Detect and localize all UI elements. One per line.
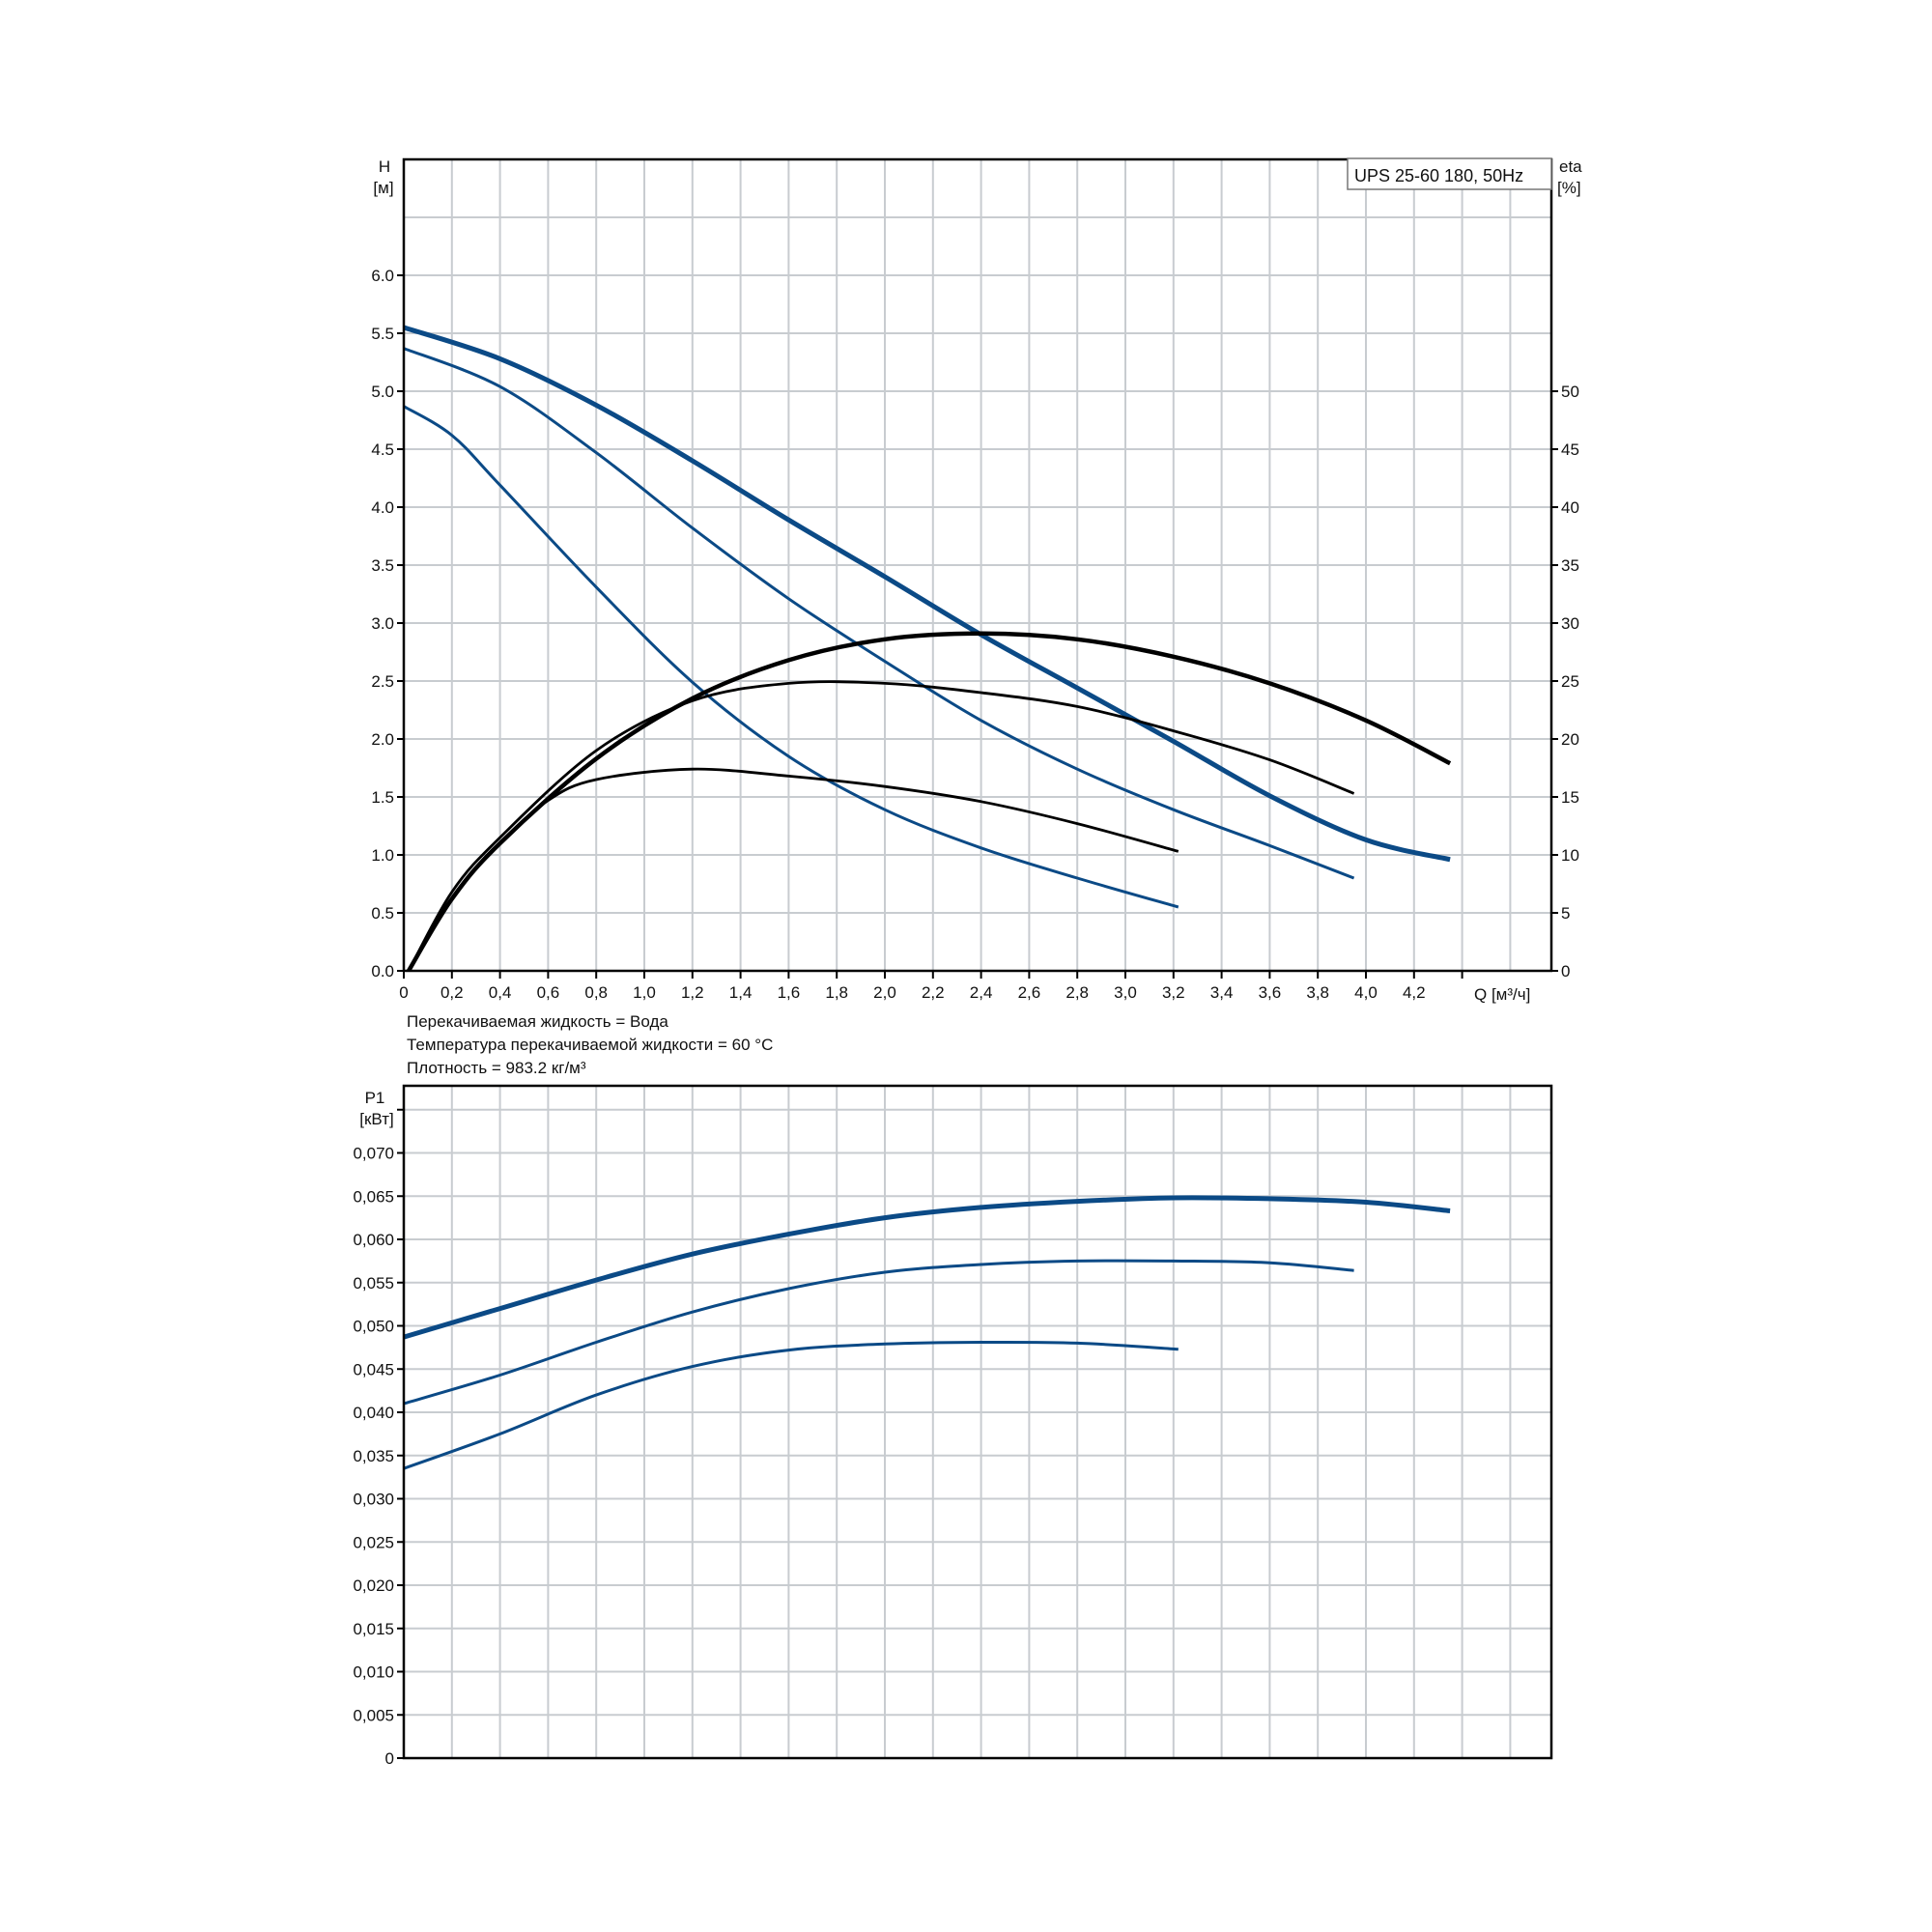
p1-axis-label: P1 [365, 1089, 385, 1107]
power-curve [403, 1259, 1354, 1406]
power-plot-curves [403, 1195, 1451, 1470]
power-plot-axes: 0 0,005 0,010 0,015 0,020 0,025 0,030 0,035 0,04… [353, 1084, 1553, 1768]
x-tick-label: 3,8 [1306, 983, 1329, 1002]
y-tick-label: 0,045 [353, 1360, 394, 1378]
y-tick-label: 0.0 [371, 962, 394, 980]
y-tick-label: 3.0 [371, 614, 394, 633]
y-tick-label: 0,055 [353, 1274, 394, 1293]
y2-tick-label: 35 [1561, 556, 1579, 575]
x-tick-label: 0,4 [489, 983, 512, 1002]
head-plot-axes: 0.0 0.5 1.0 1.5 2.0 2.5 3.0 3.5 4.0 4.5 5.0 5.5 6.0 0… [371, 157, 1579, 1002]
x-tick-label: 0,2 [440, 983, 464, 1002]
x-tick-label: 0,6 [537, 983, 560, 1002]
y-tick-label: 0,020 [353, 1577, 394, 1595]
y-tick-label: 2.5 [371, 672, 394, 691]
y-tick-label: 0,010 [353, 1663, 394, 1682]
x-tick-label: 3,0 [1114, 983, 1137, 1002]
power-curve [403, 1195, 1451, 1340]
power-plot-grid [404, 1086, 1551, 1758]
x-tick-label: 1,6 [778, 983, 801, 1002]
x-tick-label: 1,8 [825, 983, 848, 1002]
x-tick-label: 2,2 [922, 983, 945, 1002]
y2-tick-label: 20 [1561, 730, 1579, 749]
y-tick-label: 0,040 [353, 1404, 394, 1422]
head-plot-curves [403, 325, 1452, 973]
h-axis-label: H [379, 157, 390, 176]
y-tick-label: 0,065 [353, 1187, 394, 1206]
title-box [1347, 157, 1552, 190]
eta-curve [407, 680, 1355, 972]
eta-axis-label: eta [1559, 157, 1582, 176]
y-tick-label: 0,050 [353, 1318, 394, 1336]
x-tick-label: 0,8 [584, 983, 608, 1002]
x-tick-label: 2,8 [1065, 983, 1089, 1002]
y2-tick-label: 30 [1561, 614, 1579, 633]
head-plot-grid [404, 158, 1551, 971]
x-tick-label: 1,0 [633, 983, 656, 1002]
power-plot-frame [402, 1084, 1553, 1760]
note-temperature: Температура перекачиваемой жидкости = 60… [407, 1036, 773, 1054]
p1-axis-unit: [кВт] [359, 1110, 393, 1128]
x-tick-label: 4,2 [1403, 983, 1426, 1002]
y-tick-label: 4.5 [371, 440, 394, 459]
eta-axis-unit: [%] [1557, 179, 1581, 197]
x-tick-label: 1,4 [729, 983, 753, 1002]
x-axis-label: Q [м³/ч] [1474, 985, 1530, 1004]
y2-tick-label: 50 [1561, 383, 1579, 401]
x-tick-label: 3,2 [1162, 983, 1185, 1002]
y-tick-label: 0,035 [353, 1447, 394, 1465]
head-curve [403, 325, 1451, 863]
x-tick-label: 2,0 [873, 983, 896, 1002]
power-curve [403, 1340, 1179, 1470]
y2-tick-label: 15 [1561, 788, 1579, 807]
x-tick-label: 2,6 [1018, 983, 1041, 1002]
x-tick-label: 2,4 [970, 983, 993, 1002]
y-tick-label: 5.0 [371, 383, 394, 401]
note-density: Плотность = 983.2 кг/м³ [407, 1059, 586, 1077]
y-tick-label: 0,015 [353, 1620, 394, 1638]
y-tick-label: 1.0 [371, 846, 394, 865]
y-tick-label: 5.5 [371, 325, 394, 343]
eta-curve [407, 767, 1179, 972]
y-tick-label: 0,070 [353, 1145, 394, 1163]
y2-tick-label: 40 [1561, 498, 1579, 517]
y-tick-label: 3.5 [371, 556, 394, 575]
y2-tick-label: 0 [1561, 962, 1570, 980]
x-tick-label: 0 [399, 983, 408, 1002]
y-tick-label: 1.5 [371, 788, 394, 807]
y-tick-label: 2.0 [371, 730, 394, 749]
y-tick-label: 0,030 [353, 1491, 394, 1509]
y-tick-label: 0.5 [371, 904, 394, 923]
eta-curve [407, 631, 1452, 973]
x-tick-label: 1,2 [681, 983, 704, 1002]
y-tick-label: 0,060 [353, 1231, 394, 1249]
y2-tick-label: 10 [1561, 846, 1579, 865]
x-tick-label: 4,0 [1354, 983, 1378, 1002]
h-axis-unit: [м] [373, 179, 393, 197]
y-tick-label: 4.0 [371, 498, 394, 517]
y2-tick-label: 5 [1561, 904, 1570, 923]
y2-tick-label: 45 [1561, 440, 1579, 459]
y-tick-label: 0,005 [353, 1706, 394, 1724]
head-curve [403, 347, 1355, 880]
x-tick-label: 3,4 [1210, 983, 1234, 1002]
head-curve [403, 405, 1179, 909]
y-tick-label: 0 [385, 1749, 394, 1768]
note-fluid: Перекачиваемая жидкость = Вода [407, 1012, 668, 1031]
chart-title: UPS 25-60 180, 50Hz [1354, 166, 1523, 185]
y-tick-label: 0,025 [353, 1533, 394, 1551]
y2-tick-label: 25 [1561, 672, 1579, 691]
y-tick-label: 6.0 [371, 267, 394, 285]
x-tick-label: 3,6 [1259, 983, 1282, 1002]
